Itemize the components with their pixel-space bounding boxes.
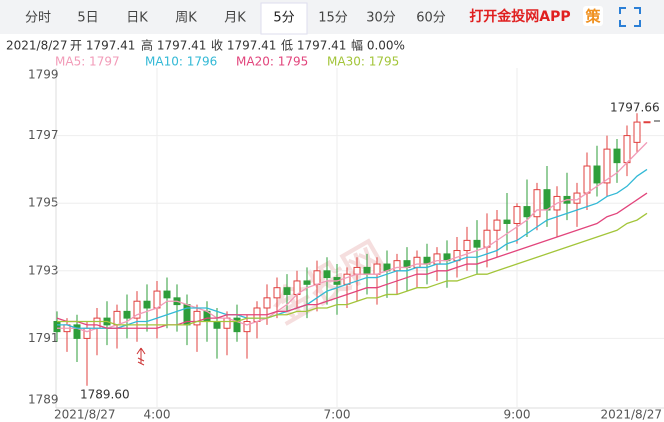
candle-body (93, 317, 101, 329)
candle-body (483, 229, 491, 248)
x-tick-label: 9:00 (504, 408, 531, 422)
candle-body (53, 321, 61, 333)
candle-body (223, 317, 231, 329)
tab[interactable]: 30分 (366, 11, 396, 26)
tab-bar (0, 0, 664, 34)
candle-body (73, 324, 81, 339)
y-tick-label: 1799 (28, 68, 59, 82)
candle-body (593, 165, 601, 184)
ma-legend: MA5: 1797 MA10: 1796 MA20: 1795 MA30: 1795 (55, 55, 399, 69)
legend-entry: MA30: 1795 (327, 55, 399, 69)
signal-marker (136, 347, 146, 366)
tab[interactable]: 日K (126, 11, 148, 26)
candle-body (193, 310, 201, 326)
tab[interactable]: 周K (175, 11, 197, 26)
candle-body (213, 321, 221, 329)
info-field: 收 1797.41 (211, 39, 276, 53)
x-tick-label: 2021/8/27 (54, 408, 116, 422)
y-tick-label: 1789 (28, 393, 59, 407)
candle-body (323, 270, 331, 279)
strategy-icon[interactable]: 策 (584, 8, 601, 26)
candle-body (353, 266, 361, 275)
app-link[interactable]: 打开金投网APP (469, 8, 570, 25)
ma-line (57, 168, 648, 329)
tab[interactable]: 5日 (77, 11, 98, 26)
low-annotation: 1789.60 (80, 388, 130, 402)
candle-body (463, 239, 471, 252)
fullscreen-icon[interactable] (619, 7, 641, 27)
info-field: 开 1797.41 (70, 39, 135, 53)
candle-body (263, 297, 271, 309)
candle-body (123, 310, 131, 319)
candle-body (613, 148, 621, 164)
x-tick-label: 4:00 (144, 408, 171, 422)
candle-body (83, 327, 91, 339)
legend-entry: MA20: 1795 (236, 55, 308, 69)
candle-body (313, 270, 321, 285)
legend-entry: MA5: 1797 (55, 55, 120, 69)
high-annotation: 1797.66 (610, 101, 660, 115)
candle-body (233, 317, 241, 333)
tab[interactable]: 分时 (25, 11, 51, 26)
candle-body (643, 121, 651, 124)
x-tick-label: 7:00 (324, 408, 351, 422)
y-tick-label: 1793 (28, 263, 59, 277)
candle-body (273, 287, 281, 299)
candle-body (243, 321, 251, 333)
y-tick-label: 1791 (28, 331, 59, 345)
candle-body (303, 280, 311, 285)
candle-body (133, 300, 141, 319)
strategy-icon-bg (583, 6, 603, 26)
candle-body (363, 266, 371, 275)
ma-line (57, 212, 648, 326)
tab[interactable]: 15分 (318, 11, 348, 26)
candle-body (413, 256, 421, 268)
candle-body (523, 206, 531, 218)
candle-body (583, 165, 591, 194)
candle-body (623, 135, 631, 164)
y-tick-label: 1797 (28, 128, 59, 142)
candle-body (153, 290, 161, 309)
candle-body (453, 250, 461, 262)
candle-body (373, 263, 381, 275)
tab[interactable]: 5分 (273, 11, 294, 26)
active-tab-bg (260, 2, 308, 35)
candle-body (473, 239, 481, 248)
info-date: 2021/8/27 (6, 39, 68, 53)
candle-body (543, 189, 551, 211)
ma-line (56, 192, 648, 329)
y-tick-label: 1795 (28, 196, 59, 210)
candle-body (533, 189, 541, 218)
tab[interactable]: 月K (224, 11, 246, 26)
watermark: 金投网 (265, 233, 393, 333)
candle-body (633, 121, 641, 143)
candle-body (513, 206, 521, 224)
ma-line (57, 141, 648, 333)
info-field: 低 1797.41 (281, 39, 346, 53)
candle-body (603, 148, 611, 184)
candle-body (143, 300, 151, 309)
info-line: 2021/8/27 开 1797.41 高 1797.41 收 1797.41 低 17… (6, 38, 405, 53)
candle-body (113, 310, 121, 326)
x-tick-label: 2021/8/27 (600, 408, 662, 422)
candle-body (283, 287, 291, 295)
candle-body (503, 219, 511, 224)
candle-body (493, 219, 501, 231)
tab[interactable]: 60分 (416, 11, 446, 26)
info-field: 高 1797.41 (141, 38, 206, 53)
candle-body (433, 253, 441, 265)
legend-entry: MA10: 1796 (145, 55, 217, 69)
candle-body (343, 273, 351, 285)
candle-body (393, 260, 401, 272)
candle-body (163, 290, 171, 299)
info-field: 幅 0.00% (351, 38, 405, 53)
